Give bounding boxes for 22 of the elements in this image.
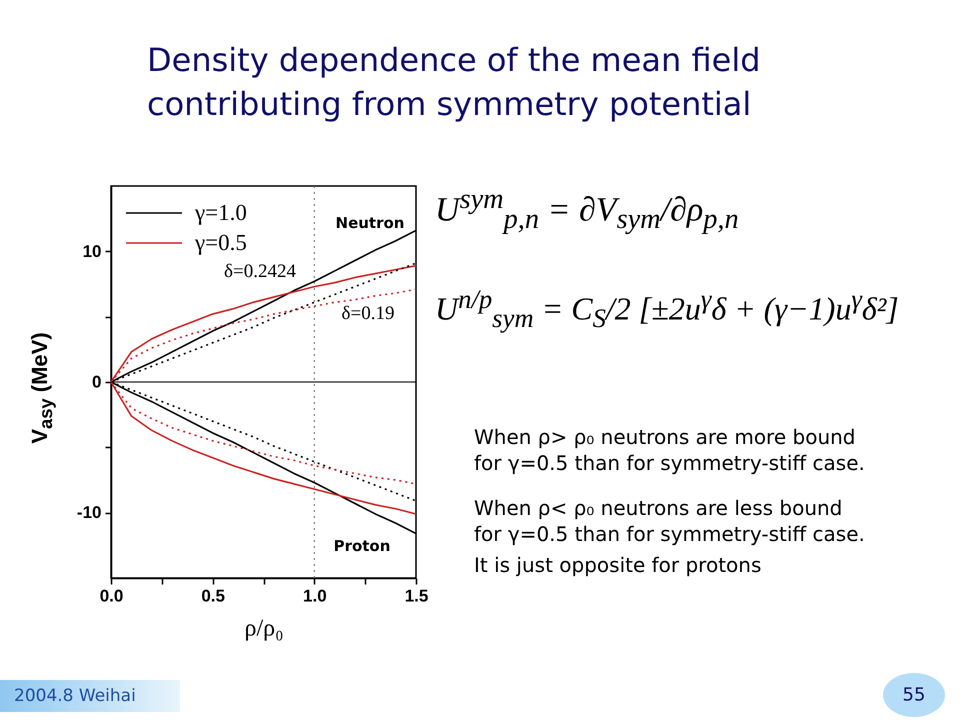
legend-label: γ=0.5 — [194, 230, 247, 255]
text: When ρ< ρ₀ neutrons are less bound for γ=0.5 than for symmetry-stiff case. — [474, 495, 866, 547]
x-tick-label: 1.5 — [404, 586, 428, 606]
x-tick-label: 1.0 — [303, 586, 327, 606]
text: It is just opposite for protons — [474, 552, 762, 578]
annotation: Neutron — [336, 214, 404, 232]
x-axis-title: ρ/ρ₀ — [244, 616, 284, 642]
text: 55 — [902, 684, 926, 706]
x-tick-label: 0.0 — [100, 586, 124, 606]
y-tick-label: 10 — [82, 242, 102, 261]
y-tick-label: 0 — [92, 372, 102, 392]
annotation: δ=0.2424 — [224, 261, 296, 283]
annotation: Proton — [334, 537, 390, 555]
annotation: δ=0.19 — [342, 303, 394, 325]
legend-label: γ=1.0 — [194, 200, 247, 225]
text: When ρ> ρ₀ neutrons are more bound for γ=0.5 than for symmetry-stiff case. — [474, 424, 866, 476]
x-tick-label: 0.5 — [201, 586, 225, 606]
text: U$^{n/p}$$_{sym}$ = C$_{S}$/2 [±2u$^{γ}$δ + (γ−1)u$^{γ}$δ²] — [435, 284, 899, 334]
text: 2004.8 Weihai — [14, 685, 136, 708]
text: U$^{sym}$$_{p,n}$ = ∂V$_{sym}$/∂ρ$_{p,n}$ — [435, 184, 739, 236]
y-tick-label: -10 — [76, 503, 102, 522]
chart-title: Density dependence of the mean field contributing from symmetry potential — [147, 40, 762, 125]
